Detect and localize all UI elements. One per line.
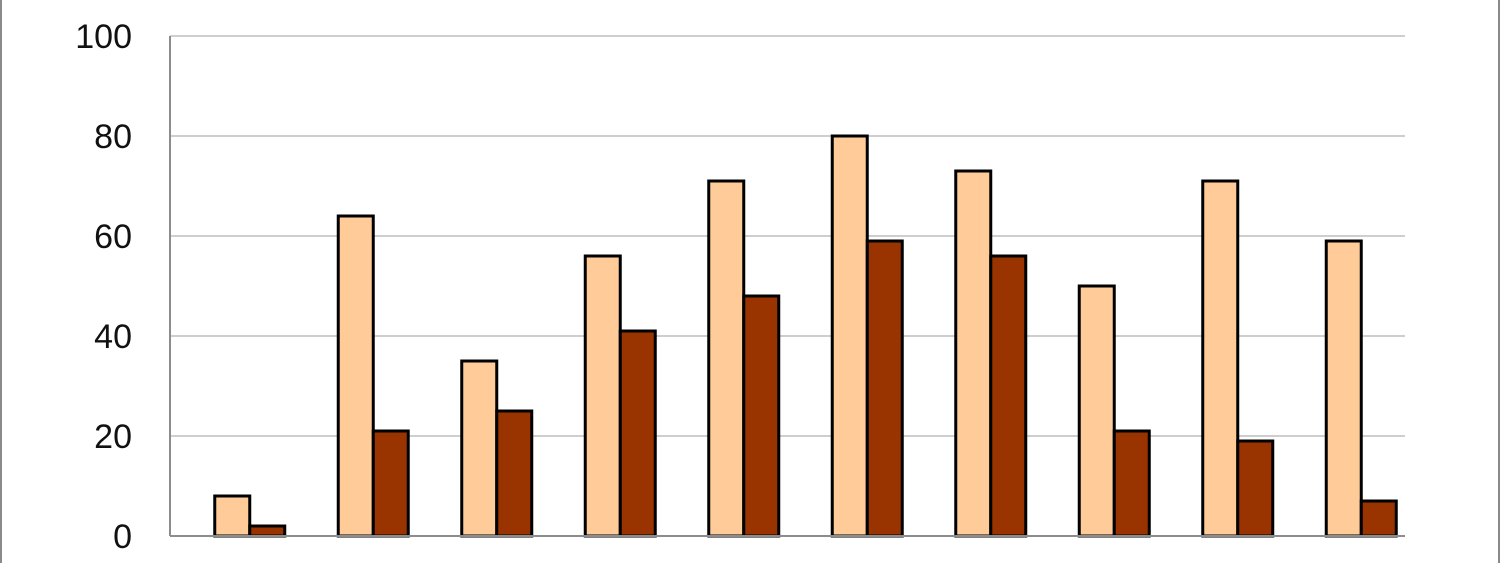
y-tick-label: 100 — [75, 18, 132, 56]
bar-series-2 — [1112, 429, 1151, 538]
bar-series-2 — [371, 429, 410, 538]
bar-series-1 — [583, 254, 622, 538]
bar-series-2 — [248, 524, 287, 538]
y-axis-ticks: 0 20 40 60 80 100 — [75, 18, 132, 556]
bar-series-1 — [830, 134, 869, 538]
y-tick-label: 40 — [94, 318, 132, 356]
bar-series-1 — [954, 169, 993, 538]
bar-series-2 — [989, 254, 1028, 538]
bar-series-2 — [865, 239, 904, 538]
bar-series-1 — [336, 214, 375, 538]
y-tick-label: 20 — [94, 418, 132, 456]
bar-series-2 — [1236, 439, 1275, 538]
bar-series-2 — [1359, 499, 1398, 538]
bar-series-2 — [742, 294, 781, 538]
bar-series-1 — [213, 494, 252, 538]
bars — [213, 134, 1398, 538]
gridlines — [170, 35, 1405, 437]
bar-series-2 — [618, 329, 657, 538]
bar-series-1 — [707, 179, 746, 538]
bar-series-1 — [460, 359, 499, 538]
bar-series-1 — [1324, 239, 1363, 538]
y-tick-label: 0 — [113, 518, 132, 556]
y-tick-label: 60 — [94, 218, 132, 256]
bar-series-1 — [1201, 179, 1240, 538]
y-tick-label: 80 — [94, 118, 132, 156]
bar-series-1 — [1077, 284, 1116, 538]
bar-series-2 — [495, 409, 534, 538]
